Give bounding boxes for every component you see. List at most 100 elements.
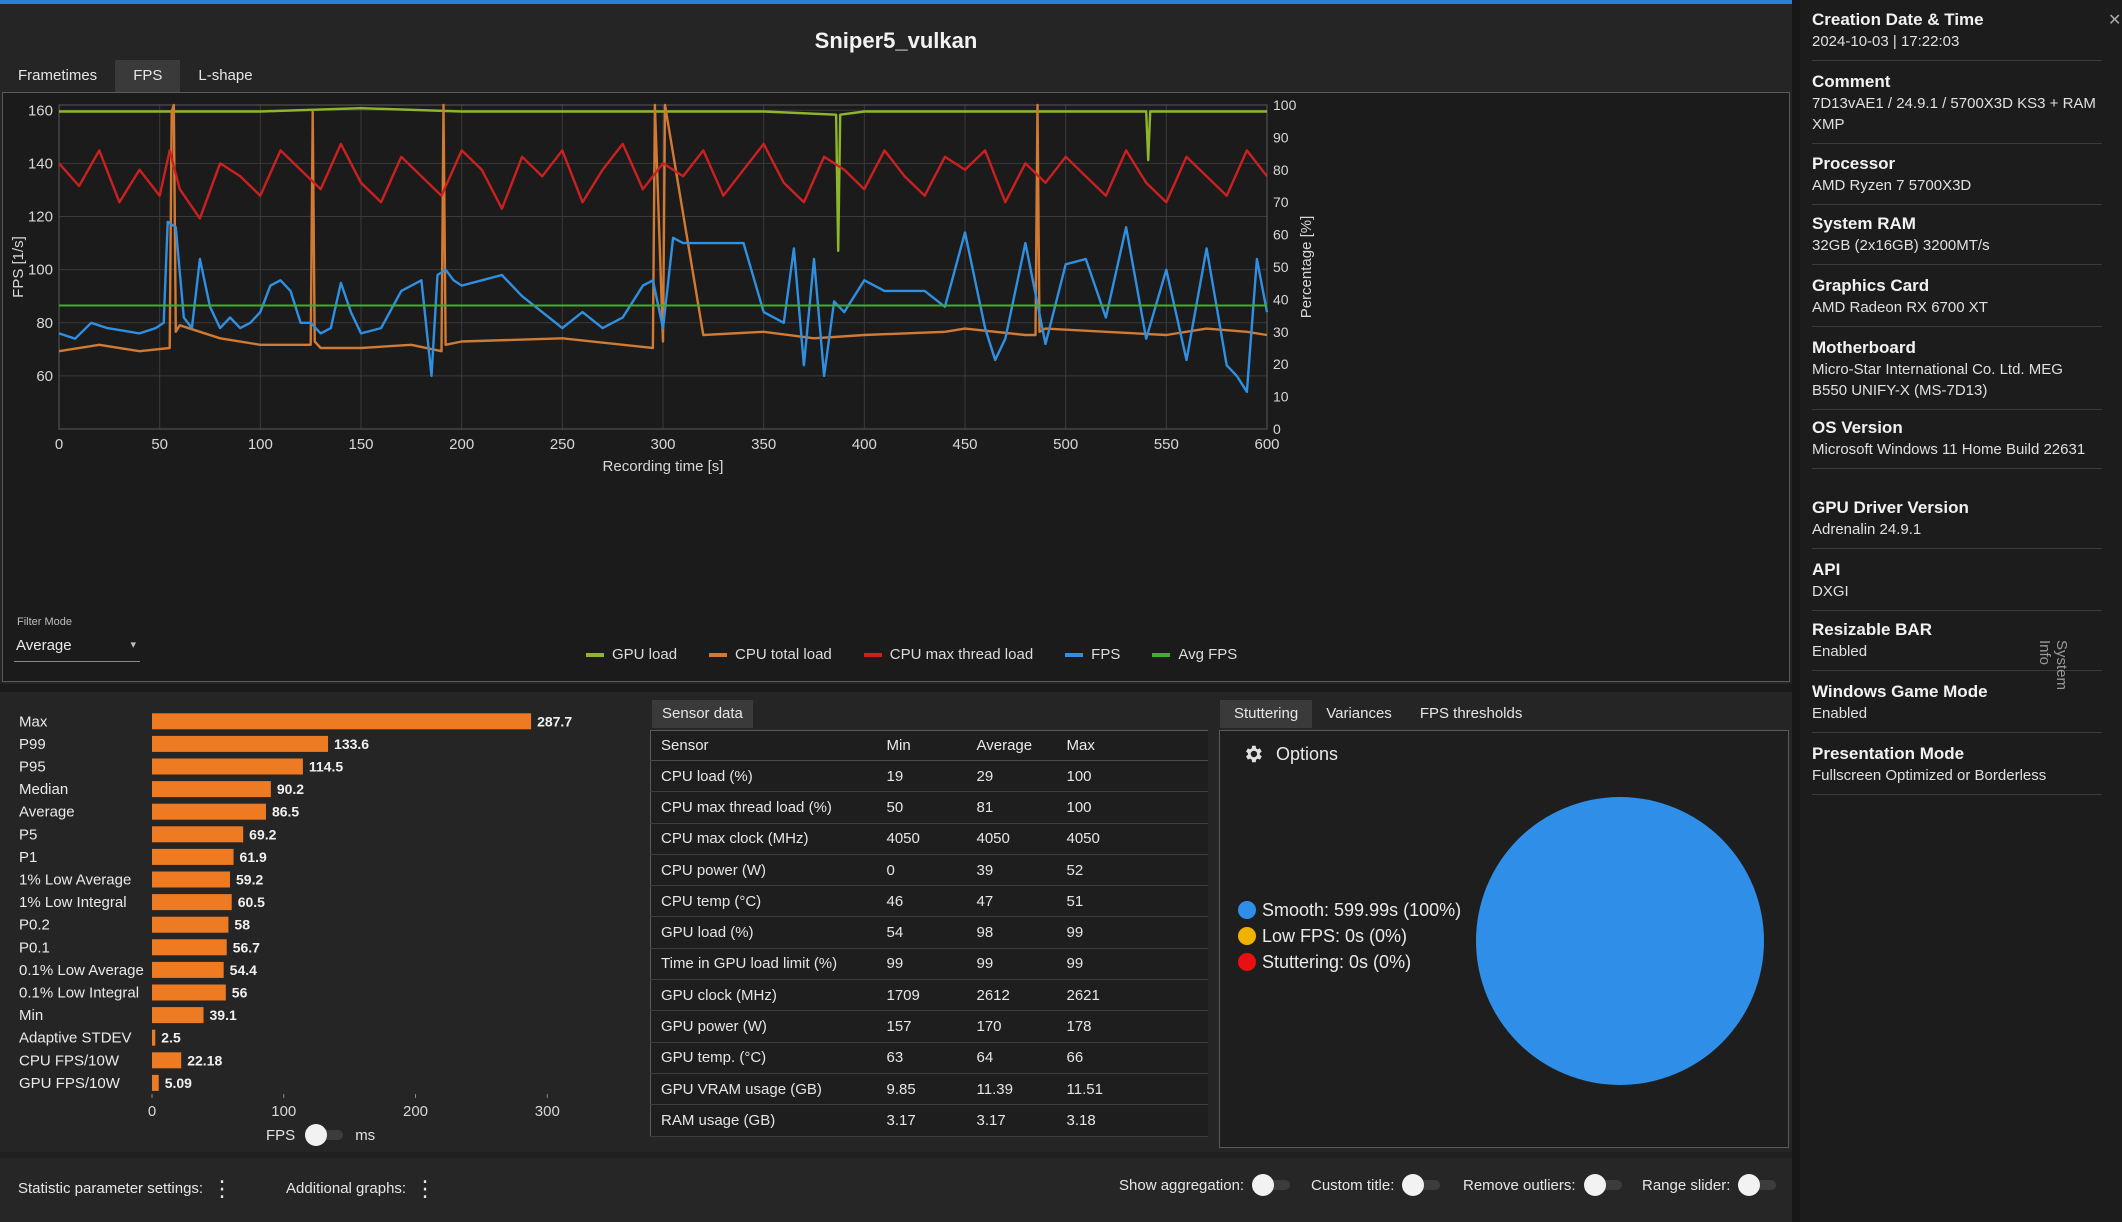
switch-knob [1402,1174,1425,1196]
sensor-panel: Sensor data Sensor Min Average Max CPU l… [640,692,1220,1152]
system-info-value: DXGI [1812,583,1849,600]
table-cell: 54 [876,916,967,949]
y2-tick-label: 100 [1273,97,1297,113]
show-aggregation-switch[interactable] [1252,1174,1292,1196]
table-row[interactable]: Time in GPU load limit (%) 99 99 99 [650,948,1220,981]
stat-label: Adaptive STDEV [19,1030,132,1047]
system-info-label: Creation Date & Time [1812,10,1984,29]
y-tick-label: 60 [36,368,53,385]
additional-graphs-label: Additional graphs: [286,1180,407,1197]
statistics-bar-chart: Max 287.7 P99 133.6 P95 114.5 Median 90.2 Averag… [19,713,572,1120]
system-info-value: Adrenalin 24.9.1 [1812,521,1922,538]
table-row[interactable]: GPU temp. (°C) 63 64 66 [650,1042,1220,1074]
table-row[interactable]: RAM usage (GB) 3.17 3.17 3.18 [650,1104,1220,1137]
tab-frametimes[interactable]: Frametimes [18,67,98,84]
legend-dot [1238,953,1256,971]
legend-label: Low FPS: 0s (0%) [1262,925,1408,946]
table-cell: 1709 [876,979,967,1012]
table-row[interactable]: GPU clock (MHz) 1709 2612 2621 [650,979,1220,1012]
system-info-label: Windows Game Mode [1812,682,1988,701]
y-tick-label: 80 [36,315,53,332]
close-icon[interactable]: ✕ [2108,12,2122,29]
col-max[interactable]: Max [1056,730,1220,761]
tab-stuttering[interactable]: Stuttering [1220,700,1313,728]
system-info-tab-label[interactable]: System Info [2036,640,2070,691]
table-cell: 4050 [966,823,1057,855]
col-average[interactable]: Average [966,730,1057,761]
fps-chart-panel: Sniper5_vulkan Frametimes FPS L-shape 0 5… [0,4,1792,684]
stutter-pie-chart [1476,797,1764,1085]
filter-mode-select[interactable]: Average ▾ [14,632,140,662]
stat-label: Min [19,1007,43,1024]
col-min[interactable]: Min [876,730,967,761]
table-cell: GPU VRAM usage (GB) [650,1073,877,1106]
fps-line-chart: 0 50 100 150 200 250 300 350 400 450 500 550 6006080… [10,97,1315,475]
table-row[interactable]: CPU max clock (MHz) 4050 4050 4050 [650,823,1220,855]
additional-graphs-more-icon[interactable]: ⋮ [414,1175,437,1201]
remove-outliers-label: Remove outliers: [1463,1176,1576,1194]
stat-bar [152,735,329,752]
stat-value: 58 [234,917,250,933]
legend-item[interactable]: CPU total load [709,646,832,663]
y2-tick-label: 90 [1273,129,1289,145]
table-row[interactable]: CPU power (W) 0 39 52 [650,854,1220,887]
tab-fps-thresholds[interactable]: FPS thresholds [1419,705,1523,722]
tab-fps[interactable]: FPS [115,60,181,92]
legend-swatch [863,652,882,657]
x-tick-label: 200 [449,436,474,453]
col-sensor[interactable]: Sensor [650,730,877,761]
y2-tick-label: 70 [1273,194,1289,210]
y2-axis-label: Percentage [%] [1298,216,1315,319]
table-row[interactable]: CPU load (%) 19 29 100 [650,760,1220,793]
unit-ms-label: ms [355,1126,376,1144]
system-info-label: GPU Driver Version [1812,498,1969,517]
legend-item[interactable]: Avg FPS [1152,646,1237,663]
stat-settings-more-icon[interactable]: ⋮ [211,1175,234,1201]
stat-x-tick-label: 300 [535,1103,560,1120]
table-row[interactable]: CPU temp (°C) 46 47 51 [650,885,1220,918]
table-cell: 51 [1056,885,1220,918]
legend-item[interactable]: CPU max thread load [863,646,1033,663]
fps-ms-switch[interactable] [305,1124,345,1146]
stat-bar [152,1029,156,1046]
table-cell: 170 [966,1010,1057,1043]
system-info-value: Enabled [1812,643,1868,660]
stat-bar [152,939,227,956]
switch-track [1410,1180,1441,1190]
system-info-value: Enabled [1812,705,1868,722]
stat-value: 39.1 [210,1007,237,1023]
table-cell: 47 [966,885,1057,918]
table-cell: GPU load (%) [650,916,877,949]
table-cell: 3.17 [966,1104,1057,1137]
table-row[interactable]: GPU power (W) 157 170 178 [650,1010,1220,1043]
table-cell: 99 [1056,916,1220,949]
legend-item[interactable]: FPS [1065,646,1120,663]
custom-title-switch[interactable] [1402,1174,1442,1196]
tab-l-shape[interactable]: L-shape [198,67,253,84]
table-cell: 63 [876,1042,967,1074]
table-row[interactable]: GPU VRAM usage (GB) 9.85 11.39 11.51 [650,1073,1220,1106]
table-cell: GPU temp. (°C) [650,1042,877,1074]
table-row[interactable]: GPU load (%) 54 98 99 [650,916,1220,949]
stat-label: 1% Low Average [19,872,131,889]
range-slider-switch[interactable] [1738,1174,1778,1196]
table-cell: 19 [876,760,967,793]
y2-tick-label: 0 [1273,421,1281,437]
stutter-legend-item: Stuttering: 0s (0%) [1238,949,1461,975]
stat-bar [152,961,224,978]
legend-swatch [1152,652,1171,657]
legend-label: CPU total load [735,646,832,663]
remove-outliers-switch[interactable] [1583,1174,1624,1196]
x-tick-label: 100 [248,436,273,453]
tab-sensor-data[interactable]: Sensor data [652,700,753,728]
tab-variances[interactable]: Variances [1326,705,1392,722]
table-row[interactable]: CPU max thread load (%) 50 81 100 [650,791,1220,824]
legend-item[interactable]: GPU load [586,646,677,663]
y-axis-label: FPS [1/s] [10,236,27,298]
table-cell: 3.17 [876,1104,967,1137]
chart-frame[interactable]: 0 50 100 150 200 250 300 350 400 450 500 550 600 60 80… [2,92,1790,682]
series-line-fps [58,220,1269,393]
options-button[interactable]: Options [1242,743,1338,765]
stutter-legend: Smooth: 599.99s (100%) Low FPS: 0s (0%) St… [1238,897,1461,975]
system-info-item: Motherboard Micro-Star International Co. … [1812,338,2102,410]
